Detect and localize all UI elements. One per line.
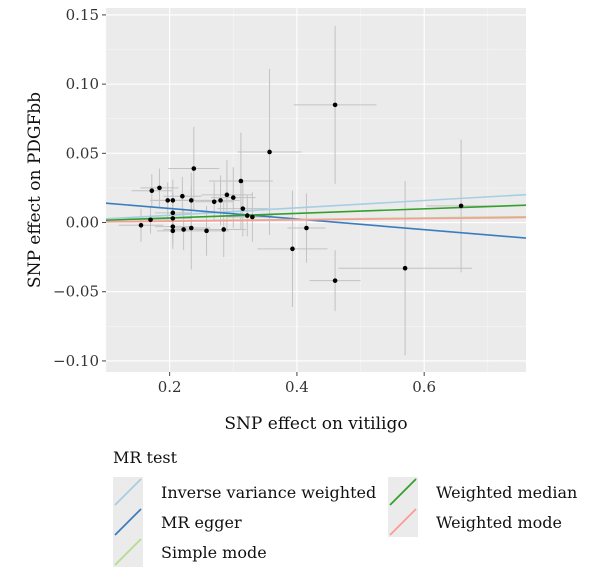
- legend-key-line: [389, 508, 417, 536]
- data-point-28: [332, 102, 338, 108]
- data-point-12: [188, 198, 194, 203]
- data-point-4: [165, 198, 171, 203]
- data-point-23: [244, 213, 250, 218]
- plot-background: [106, 8, 526, 372]
- data-point-18: [221, 227, 227, 232]
- legend-label: Weighted mode: [436, 513, 562, 532]
- legend-key-line: [114, 478, 142, 506]
- data-point-11: [181, 227, 186, 232]
- grid: [105, 8, 526, 372]
- data-point-0: [138, 222, 144, 228]
- y-tick-label: 0.15: [66, 6, 99, 24]
- data-point-24: [250, 214, 255, 220]
- data-point-17: [218, 198, 223, 203]
- data-point-31: [458, 203, 464, 209]
- y-axis-title: SNP effect on PDGFbb: [25, 92, 45, 288]
- data-point-30: [402, 265, 408, 271]
- legend-key-line: [389, 478, 417, 506]
- y-tick-label: −0.05: [53, 283, 99, 301]
- data-point-14: [191, 166, 197, 171]
- x-axis-title: SNP effect on vitiligo: [224, 414, 407, 434]
- line-weighted-mode: [105, 216, 527, 223]
- y-tick-label: 0.05: [66, 144, 99, 162]
- data-points: [138, 102, 464, 283]
- data-point-9: [170, 228, 176, 234]
- legend: Inverse variance weighted MR egger Simple …: [113, 477, 577, 567]
- y-tick-label: 0.00: [66, 214, 99, 232]
- data-point-2: [149, 188, 155, 193]
- data-point-20: [230, 195, 236, 200]
- data-point-10: [180, 193, 185, 199]
- data-point-26: [290, 246, 295, 252]
- data-point-15: [204, 228, 209, 234]
- data-point-3: [157, 185, 162, 191]
- data-point-21: [238, 178, 244, 184]
- data-point-8: [170, 224, 176, 229]
- line-weighted-median: [105, 204, 527, 222]
- data-point-22: [240, 206, 246, 211]
- data-point-13: [188, 225, 194, 231]
- x-tick-label: 0.6: [412, 378, 436, 396]
- data-point-7: [170, 216, 176, 221]
- legend-label: Simple mode: [161, 543, 267, 562]
- legend-title: MR test: [113, 448, 178, 467]
- line-mr-egger: [105, 202, 527, 239]
- y-axis-ticks: 0.15 0.10 0.05 0.00 −0.05 −0.10: [53, 6, 106, 370]
- data-point-6: [170, 210, 176, 216]
- legend-label: Weighted median: [436, 483, 577, 502]
- x-tick-label: 0.4: [285, 378, 309, 396]
- regression-lines: [105, 193, 527, 239]
- line-inverse-variance-weighted: [105, 193, 527, 220]
- legend-label: MR egger: [161, 513, 242, 532]
- legend-label: Inverse variance weighted: [161, 483, 376, 502]
- legend-key-line: [114, 538, 142, 566]
- data-point-16: [211, 199, 217, 205]
- y-tick-label: 0.10: [66, 75, 99, 93]
- y-tick-label: −0.10: [53, 352, 99, 370]
- data-point-25: [267, 149, 272, 155]
- legend-key-line: [114, 508, 142, 536]
- data-point-1: [148, 217, 153, 223]
- data-point-29: [332, 278, 338, 283]
- x-tick-label: 0.2: [158, 378, 182, 396]
- data-point-5: [170, 198, 176, 203]
- data-point-27: [304, 225, 309, 231]
- data-point-19: [224, 192, 230, 198]
- x-axis-ticks: 0.2 0.4 0.6: [158, 372, 436, 396]
